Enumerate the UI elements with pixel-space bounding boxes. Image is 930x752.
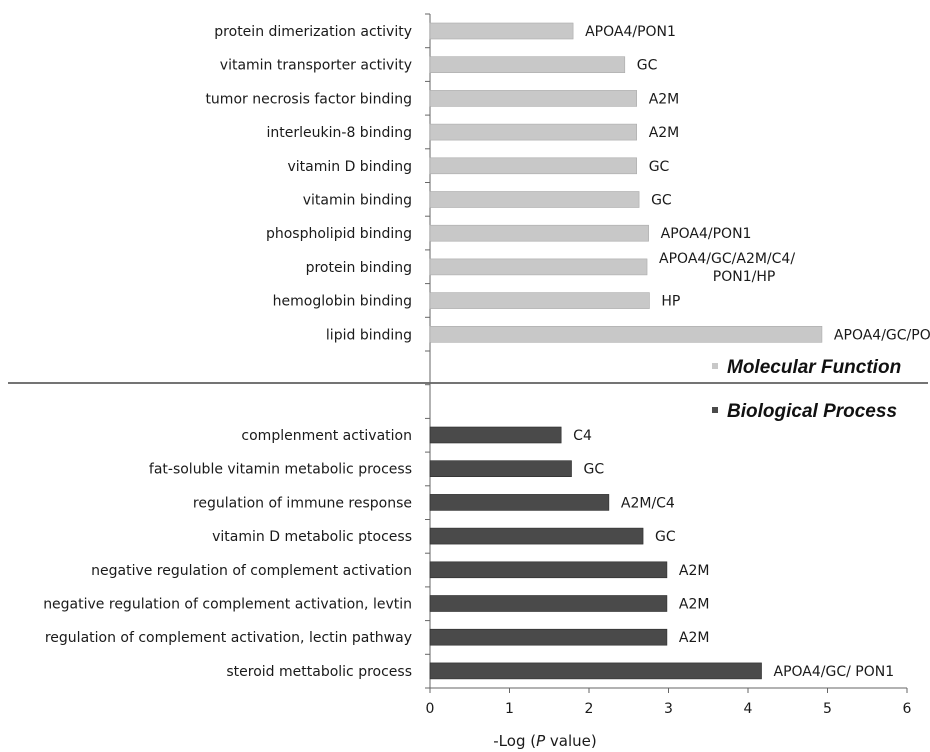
legend-label-molecular-function: Molecular Function bbox=[727, 357, 901, 378]
mf-category-label: protein binding bbox=[306, 260, 412, 276]
mf-category-label: phospholipid binding bbox=[266, 226, 412, 242]
bp-bar bbox=[429, 628, 668, 646]
legend-swatch-biological-process bbox=[712, 407, 718, 413]
mf-category-label: interleukin-8 binding bbox=[267, 125, 412, 141]
bp-bar bbox=[429, 460, 572, 478]
mf-data-label: A2M bbox=[649, 125, 680, 141]
bp-data-label: A2M bbox=[679, 563, 710, 579]
x-tick-label: 5 bbox=[823, 701, 832, 717]
x-tick-label: 6 bbox=[903, 701, 912, 717]
bp-data-label: A2M bbox=[679, 597, 710, 613]
mf-bar bbox=[429, 123, 637, 141]
bp-data-label: A2M/C4 bbox=[621, 495, 675, 511]
bp-data-label: A2M bbox=[679, 630, 710, 646]
x-tick-label: 3 bbox=[664, 701, 673, 717]
mf-bar bbox=[429, 56, 626, 74]
mf-data-label: APOA4/GC/PON1 bbox=[834, 327, 930, 343]
bp-bar bbox=[429, 595, 668, 612]
mf-category-label: tumor necrosis factor binding bbox=[205, 91, 412, 107]
x-tick-label: 4 bbox=[744, 701, 753, 717]
bp-bar bbox=[429, 494, 610, 511]
legend-swatch-molecular-function bbox=[712, 363, 718, 369]
x-tick-label: 2 bbox=[585, 701, 594, 717]
bp-bar bbox=[429, 426, 562, 444]
bp-bar bbox=[429, 527, 644, 545]
mf-category-label: hemoglobin binding bbox=[273, 294, 412, 310]
mf-data-label: APOA4/PON1 bbox=[585, 24, 676, 40]
mf-bar bbox=[429, 191, 640, 208]
bp-category-label: negative regulation of complement activa… bbox=[43, 597, 412, 613]
x-tick-label: 1 bbox=[505, 701, 514, 717]
legend-label-biological-process: Biological Process bbox=[727, 401, 897, 422]
mf-category-label: lipid binding bbox=[326, 327, 412, 343]
mf-bar bbox=[429, 292, 650, 309]
mf-category-label: protein dimerization activity bbox=[214, 24, 412, 40]
bp-category-label: negative regulation of complement activa… bbox=[91, 563, 412, 579]
bp-bar bbox=[429, 561, 668, 579]
mf-bar bbox=[429, 325, 823, 343]
x-axis-title: -Log (P value) bbox=[493, 732, 596, 750]
bp-data-label: C4 bbox=[573, 428, 592, 444]
bp-bar bbox=[429, 662, 762, 680]
mf-category-label: vitamin D binding bbox=[287, 159, 412, 175]
mf-category-label: vitamin transporter activity bbox=[220, 58, 412, 74]
bp-data-label: APOA4/GC/ PON1 bbox=[774, 664, 895, 680]
mf-bar bbox=[429, 258, 648, 276]
bp-data-label: GC bbox=[584, 462, 605, 478]
bp-category-label: complenment activation bbox=[241, 428, 412, 444]
bp-category-label: vitamin D metabolic ptocess bbox=[212, 529, 412, 545]
bp-data-label: GC bbox=[655, 529, 676, 545]
mf-data-label: PON1/HP bbox=[713, 269, 776, 285]
bp-category-label: fat-soluble vitamin metabolic process bbox=[149, 462, 412, 478]
mf-category-label: vitamin binding bbox=[303, 193, 412, 209]
mf-data-label: GC bbox=[637, 58, 658, 74]
bp-category-label: regulation of immune response bbox=[193, 495, 412, 511]
mf-bar bbox=[429, 157, 637, 175]
bp-category-label: steroid mettabolic process bbox=[226, 664, 412, 680]
mf-data-label: APOA4/PON1 bbox=[661, 226, 752, 242]
x-tick-label: 0 bbox=[426, 701, 435, 717]
mf-bar bbox=[429, 22, 574, 40]
bp-category-label: regulation of complement activation, lec… bbox=[45, 630, 412, 646]
mf-data-label: GC bbox=[649, 159, 670, 175]
mf-data-label: GC bbox=[651, 193, 672, 209]
mf-data-label: A2M bbox=[649, 91, 680, 107]
mf-bar bbox=[429, 90, 637, 107]
mf-data-label: HP bbox=[661, 294, 680, 310]
mf-bar bbox=[429, 224, 649, 242]
mf-data-label: APOA4/GC/A2M/C4/ bbox=[659, 251, 795, 267]
